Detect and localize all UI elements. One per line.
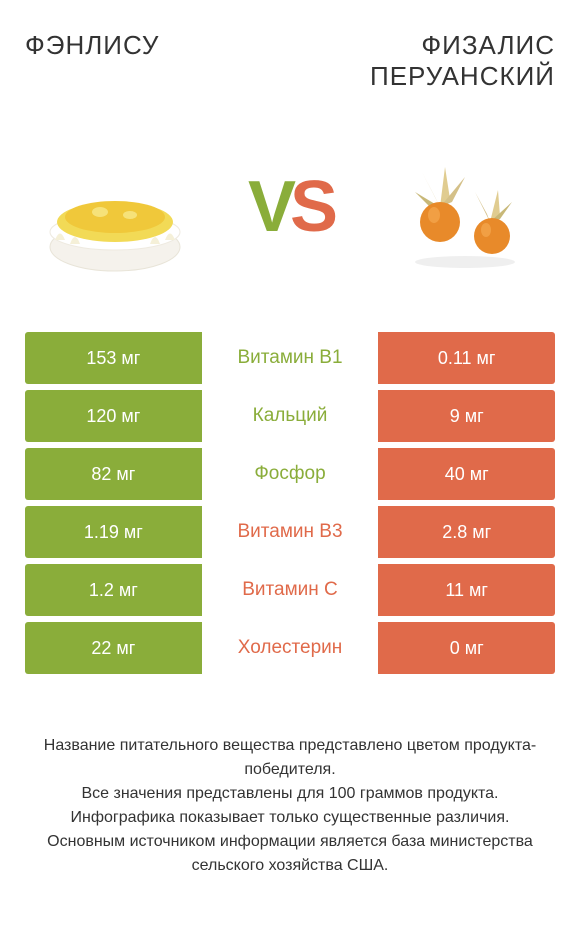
nutrient-label: Фосфор bbox=[202, 448, 379, 500]
footer-notes: Название питательного вещества представл… bbox=[25, 734, 555, 878]
product-right-image bbox=[385, 132, 545, 282]
nutrient-label: Кальций bbox=[202, 390, 379, 442]
table-row: 153 мгВитамин B10.11 мг bbox=[25, 332, 555, 384]
table-row: 120 мгКальций9 мг bbox=[25, 390, 555, 442]
table-row: 1.19 мгВитамин B32.8 мг bbox=[25, 506, 555, 558]
vs-v: V bbox=[248, 167, 290, 247]
table-row: 22 мгХолестерин0 мг bbox=[25, 622, 555, 674]
value-left: 153 мг bbox=[25, 332, 202, 384]
footer-line: Инфографика показывает только существенн… bbox=[30, 806, 550, 830]
comparison-table: 153 мгВитамин B10.11 мг 120 мгКальций9 мг… bbox=[25, 332, 555, 674]
value-right: 11 мг bbox=[378, 564, 555, 616]
table-row: 1.2 мгВитамин C11 мг bbox=[25, 564, 555, 616]
value-right: 40 мг bbox=[378, 448, 555, 500]
nutrient-label: Витамин C bbox=[202, 564, 379, 616]
title-left: ФЭНЛИСУ bbox=[25, 30, 264, 61]
footer-line: Название питательного вещества представл… bbox=[30, 734, 550, 782]
value-left: 82 мг bbox=[25, 448, 202, 500]
footer-line: Основным источником информации является … bbox=[30, 830, 550, 878]
hero-row: VS bbox=[25, 132, 555, 282]
nutrient-label: Холестерин bbox=[202, 622, 379, 674]
value-right: 9 мг bbox=[378, 390, 555, 442]
value-left: 1.2 мг bbox=[25, 564, 202, 616]
value-right: 2.8 мг bbox=[378, 506, 555, 558]
value-right: 0 мг bbox=[378, 622, 555, 674]
title-row: ФЭНЛИСУ ФИЗАЛИС ПЕРУАНСКИЙ bbox=[25, 30, 555, 92]
product-left-image bbox=[35, 132, 195, 282]
vs-label: VS bbox=[248, 166, 332, 248]
table-row: 82 мгФосфор40 мг bbox=[25, 448, 555, 500]
footer-line: Все значения представлены для 100 граммо… bbox=[30, 782, 550, 806]
value-right: 0.11 мг bbox=[378, 332, 555, 384]
value-left: 120 мг bbox=[25, 390, 202, 442]
value-left: 1.19 мг bbox=[25, 506, 202, 558]
title-right: ФИЗАЛИС ПЕРУАНСКИЙ bbox=[317, 30, 556, 92]
nutrient-label: Витамин B1 bbox=[202, 332, 379, 384]
vs-s: S bbox=[290, 167, 332, 247]
value-left: 22 мг bbox=[25, 622, 202, 674]
nutrient-label: Витамин B3 bbox=[202, 506, 379, 558]
